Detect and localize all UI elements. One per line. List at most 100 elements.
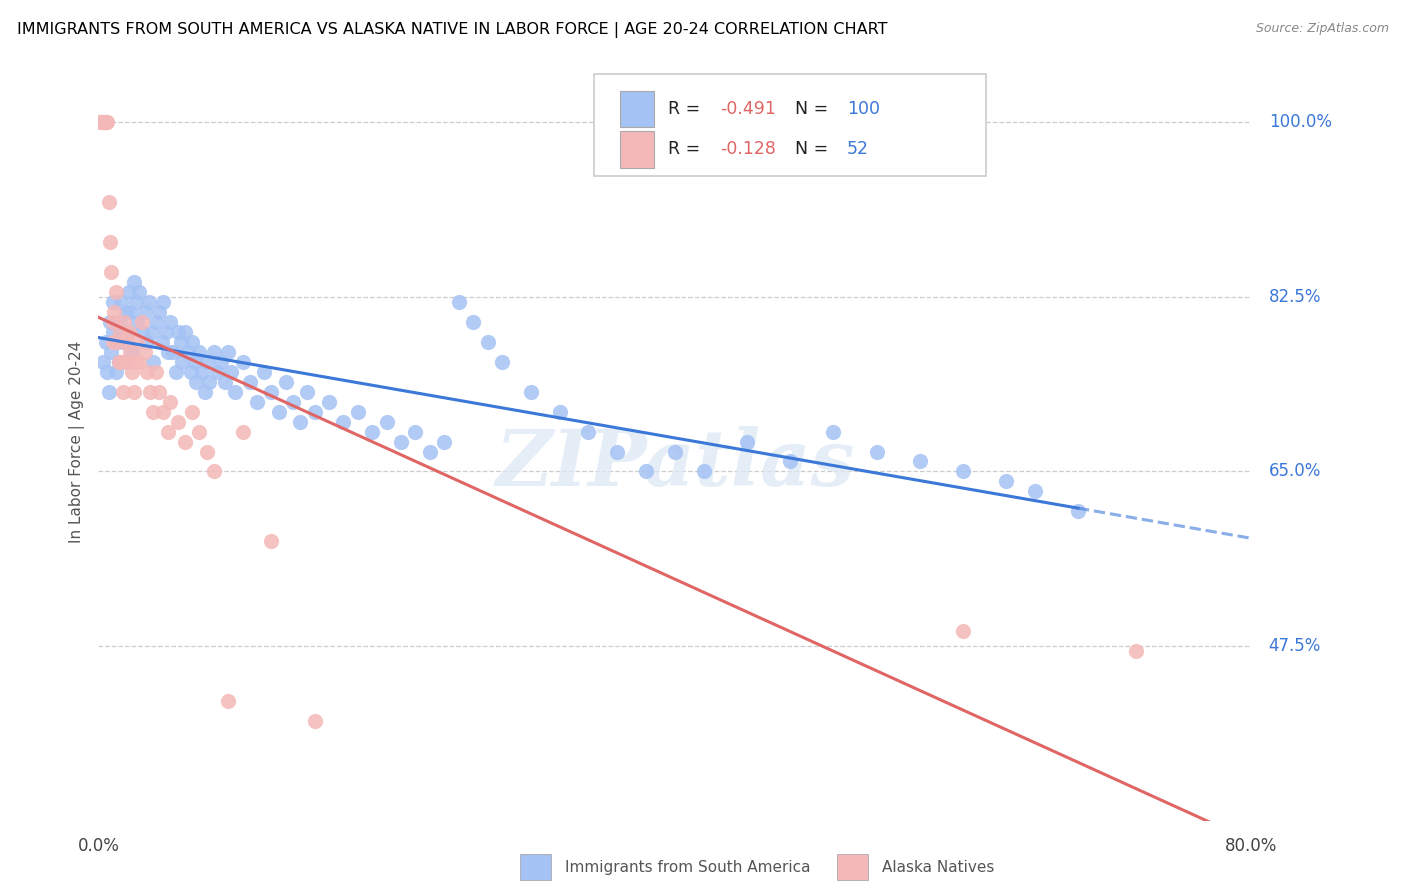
Point [224,384,246,399]
Point [141,325,163,339]
Point [124,275,146,289]
Point [636,465,658,479]
Point [735,434,758,449]
Point [908,454,931,468]
Point [121,365,143,379]
Point [188,344,211,359]
Point [100,265,122,279]
Text: R =: R = [668,100,706,119]
Point [142,404,165,418]
Point [520,384,543,399]
Text: 100.0%: 100.0% [1268,113,1331,131]
Text: IMMIGRANTS FROM SOUTH AMERICA VS ALASKA NATIVE IN LABOR FORCE | AGE 20-24 CORREL: IMMIGRANTS FROM SOUTH AMERICA VS ALASKA … [17,22,887,38]
Point [101,325,124,339]
Point [111,384,134,399]
Point [96,365,118,379]
Point [148,305,170,319]
Point [274,375,297,389]
Point [214,375,236,389]
Point [217,344,239,359]
Point [195,444,218,458]
Point [491,355,513,369]
Point [114,334,136,349]
Point [477,334,499,349]
FancyBboxPatch shape [620,91,654,128]
Point [97,195,120,210]
Point [120,344,142,359]
Point [145,315,167,329]
Point [180,365,202,379]
Text: N =: N = [794,140,834,159]
Point [100,344,122,359]
Point [128,285,150,299]
Point [253,365,276,379]
Point [165,365,187,379]
Point [145,365,167,379]
Point [94,115,117,129]
Text: -0.491: -0.491 [720,100,776,119]
Point [127,334,149,349]
Point [111,334,134,349]
Point [159,394,181,409]
Point [181,404,204,418]
Point [297,384,319,399]
Point [578,425,600,439]
Point [304,714,326,728]
Point [231,425,254,439]
Point [90,115,112,129]
Point [693,465,716,479]
Point [346,404,368,418]
FancyBboxPatch shape [620,131,654,168]
Point [1024,484,1046,499]
Text: 82.5%: 82.5% [1268,288,1322,306]
Point [231,355,254,369]
Point [128,355,150,369]
Point [142,355,165,369]
Point [995,475,1018,489]
Point [304,404,326,418]
Point [138,294,160,309]
Point [952,624,974,639]
Point [136,334,159,349]
Point [461,315,484,329]
Point [866,444,889,458]
Point [114,305,136,319]
Y-axis label: In Labor Force | Age 20-24: In Labor Force | Age 20-24 [69,341,84,542]
Point [91,355,114,369]
Point [94,115,117,129]
Point [148,384,170,399]
Point [118,325,141,339]
Point [110,294,132,309]
Point [121,344,143,359]
Point [181,334,204,349]
Point [97,384,120,399]
FancyBboxPatch shape [595,74,986,177]
Point [93,115,115,129]
Text: 52: 52 [846,140,869,159]
Text: Source: ZipAtlas.com: Source: ZipAtlas.com [1256,22,1389,36]
Point [162,344,184,359]
Point [419,444,441,458]
Point [104,285,127,299]
Point [101,294,124,309]
Text: R =: R = [668,140,706,159]
Point [159,315,181,329]
Point [779,454,801,468]
Point [186,375,208,389]
Point [156,344,179,359]
Point [246,394,269,409]
Point [606,444,628,458]
Point [98,315,121,329]
Point [96,115,118,129]
Point [219,365,242,379]
Point [94,334,117,349]
Point [105,334,128,349]
Text: Immigrants from South America: Immigrants from South America [565,860,811,874]
Point [202,344,225,359]
Point [281,394,304,409]
Point [447,294,470,309]
Point [664,444,686,458]
Point [139,384,162,399]
Point [174,434,197,449]
Point [134,305,156,319]
